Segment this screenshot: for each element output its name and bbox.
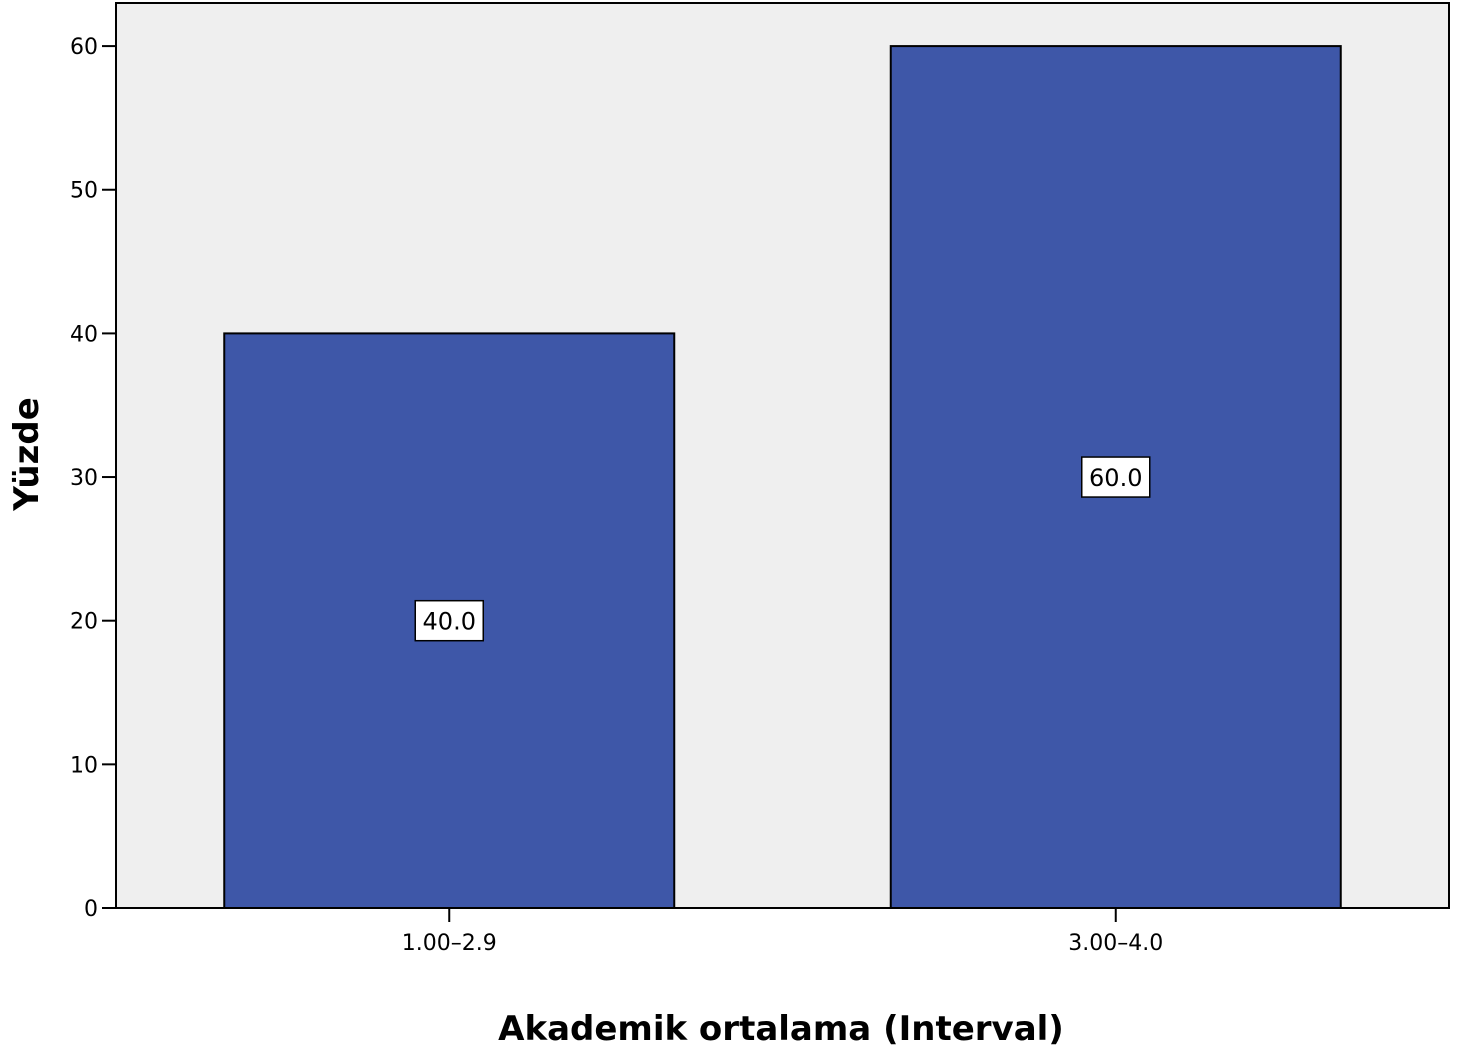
data-labels: 40.0 60.0 xyxy=(414,456,1151,642)
y-tick-label-1: 10 xyxy=(70,753,98,778)
y-tick-label-5: 50 xyxy=(70,179,98,204)
y-tick-label-6: 60 xyxy=(70,35,98,60)
x-axis: 1.00–2.9 3.00–4.0 xyxy=(402,908,1163,956)
x-axis-title: Akademik ortalama (Interval) xyxy=(498,1009,1064,1049)
data-label-box-2 xyxy=(1081,456,1151,498)
data-label-2: 60.0 xyxy=(1089,464,1142,492)
y-tick-label-0: 0 xyxy=(84,897,98,922)
data-label-box-1 xyxy=(414,599,484,642)
y-tick-label-3: 30 xyxy=(70,466,98,491)
y-tick-label-4: 40 xyxy=(70,322,98,347)
x-tick-label-2: 3.00–4.0 xyxy=(1068,931,1163,956)
y-axis: 0 10 20 30 40 50 60 xyxy=(70,35,116,922)
x-tick-label-1: 1.00–2.9 xyxy=(402,931,497,956)
data-label-1: 40.0 xyxy=(423,608,476,636)
y-axis-title: Yüzde xyxy=(7,397,47,512)
y-tick-label-2: 20 xyxy=(70,610,98,635)
